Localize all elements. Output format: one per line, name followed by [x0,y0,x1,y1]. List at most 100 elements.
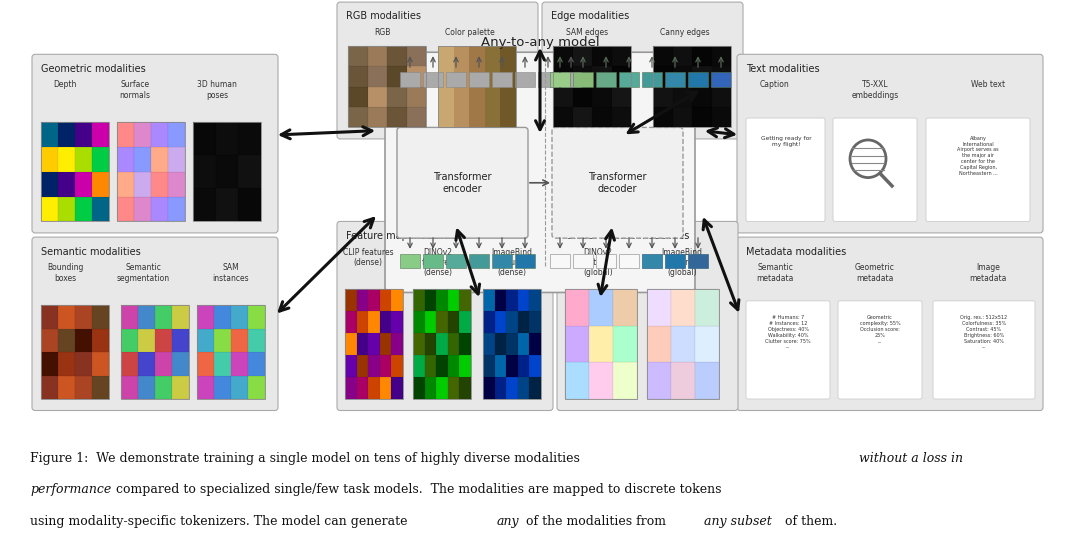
Bar [553,66,572,87]
Text: Feature map modalities: Feature map modalities [346,231,462,241]
Text: Semantic modalities: Semantic modalities [41,247,140,256]
Bar [345,377,356,399]
Bar [507,355,517,377]
Text: # Humans: 7
# Instances: 12
Objectness: 40%
Walkability: 40%
Clutter score: 75%
: # Humans: 7 # Instances: 12 Objectness: … [766,316,811,349]
Bar [348,107,367,127]
Bar [41,122,58,147]
Bar [387,87,406,107]
Bar [424,289,436,311]
Bar [515,72,535,87]
Bar [92,122,109,147]
Bar [214,328,231,352]
Bar [92,172,109,197]
Bar [368,311,380,333]
Text: using modality-specific tokenizers. The model can generate: using modality-specific tokenizers. The … [30,515,411,528]
Bar [647,289,719,399]
Bar [665,72,685,87]
Bar [345,333,356,355]
Bar [423,72,443,87]
Bar [611,66,631,87]
Bar [406,46,426,66]
Bar [529,355,541,377]
Bar [696,289,719,326]
Bar [172,328,189,352]
Bar [424,311,436,333]
Bar [673,66,692,87]
Bar [156,352,172,376]
Bar [41,305,58,328]
Text: Surface
normals: Surface normals [120,80,150,100]
Bar [653,66,673,87]
Text: Metadata modalities: Metadata modalities [746,247,847,256]
Bar [517,333,529,355]
Bar [121,376,138,399]
Bar [172,305,189,328]
Bar [517,377,529,399]
Bar [459,377,471,399]
Bar [92,197,109,221]
Bar [613,326,637,362]
Bar [216,188,239,221]
Bar [507,333,517,355]
Bar [41,352,58,376]
Bar [193,122,261,221]
Bar [380,377,391,399]
FancyBboxPatch shape [32,237,278,410]
Bar [380,289,391,311]
Bar [58,197,75,221]
Bar [214,352,231,376]
FancyBboxPatch shape [337,221,553,410]
Bar [156,328,172,352]
Bar [438,46,454,127]
Bar [197,305,265,399]
Text: any subset: any subset [704,515,772,528]
Bar [653,46,673,66]
Bar [92,328,109,352]
FancyBboxPatch shape [926,118,1030,221]
Bar [483,311,495,333]
Bar [138,376,156,399]
FancyBboxPatch shape [397,127,528,238]
Bar [653,46,731,127]
Bar [356,289,368,311]
Bar [673,46,692,66]
Bar [424,377,436,399]
Bar [483,355,495,377]
Bar [75,328,92,352]
Bar [138,352,156,376]
Bar [529,289,541,311]
Bar [41,172,58,197]
Bar [642,254,662,269]
Bar [387,107,406,127]
FancyBboxPatch shape [933,301,1035,399]
Bar [75,197,92,221]
Bar [239,155,261,188]
Bar [75,376,92,399]
Bar [367,46,387,66]
Bar [117,147,134,172]
Bar [529,377,541,399]
FancyBboxPatch shape [337,2,538,139]
Bar [134,147,151,172]
Bar [448,377,459,399]
Text: Geometric
metadata: Geometric metadata [855,263,895,282]
Text: any: any [497,515,519,528]
Bar [117,197,134,221]
Bar [483,289,495,311]
Bar [345,289,403,399]
Bar [117,122,134,147]
FancyBboxPatch shape [384,52,696,293]
Bar [459,311,471,333]
Bar [168,197,185,221]
Text: compared to specialized single/few task models.  The modalities are mapped to di: compared to specialized single/few task … [112,483,721,495]
Bar [75,305,92,328]
Bar [688,72,708,87]
Bar [613,289,637,326]
Bar [469,72,489,87]
Bar [517,311,529,333]
Text: of them.: of them. [781,515,837,528]
Bar [459,333,471,355]
Bar [647,326,671,362]
Bar [413,377,424,399]
Bar [448,333,459,355]
